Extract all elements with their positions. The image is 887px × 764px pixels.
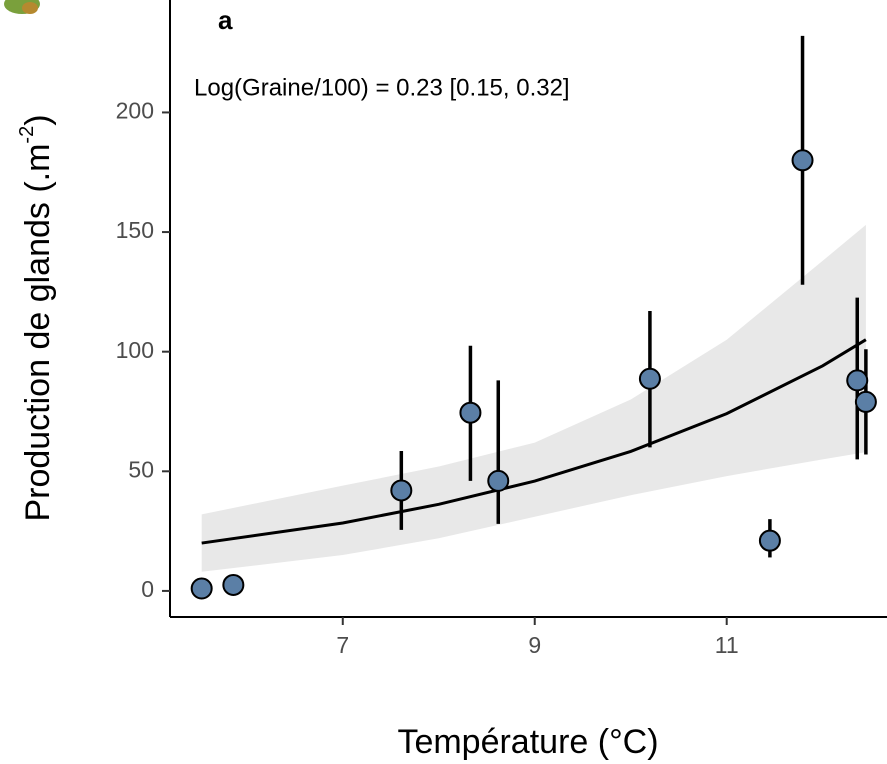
icon (4, 0, 40, 14)
point (390, 479, 413, 502)
y-tick-label: 0 (141, 576, 154, 602)
x-tick-label: 11 (715, 632, 739, 658)
y-tick-label: 200 (116, 98, 154, 124)
point (487, 469, 510, 492)
x-tick-label: 7 (336, 632, 349, 658)
y-tick-label: 100 (116, 337, 154, 363)
x-axis-title: Température (°C) (397, 723, 658, 761)
y-axis-title: Production de glands (.m-2) (16, 114, 57, 521)
point (758, 529, 781, 552)
panel-label: a (218, 5, 233, 35)
confidence-band (201, 224, 866, 572)
y-axis-title-part: ) (19, 114, 57, 125)
x-tick-label: 9 (528, 632, 541, 658)
point (791, 149, 814, 172)
y-tick-label: 150 (116, 217, 154, 243)
y-tick-label: 50 (128, 456, 154, 482)
point (222, 573, 245, 596)
point (846, 369, 869, 392)
y-axis-title-part: Production de glands (.m (19, 144, 57, 522)
point (854, 390, 877, 413)
point (638, 367, 661, 390)
annotation: Log(Graine/100) = 0.23 [0.15, 0.32] (194, 74, 570, 101)
fit-line (201, 338, 867, 545)
point (459, 401, 482, 424)
y-axis-title-sup: -2 (16, 126, 38, 144)
point (190, 577, 213, 600)
